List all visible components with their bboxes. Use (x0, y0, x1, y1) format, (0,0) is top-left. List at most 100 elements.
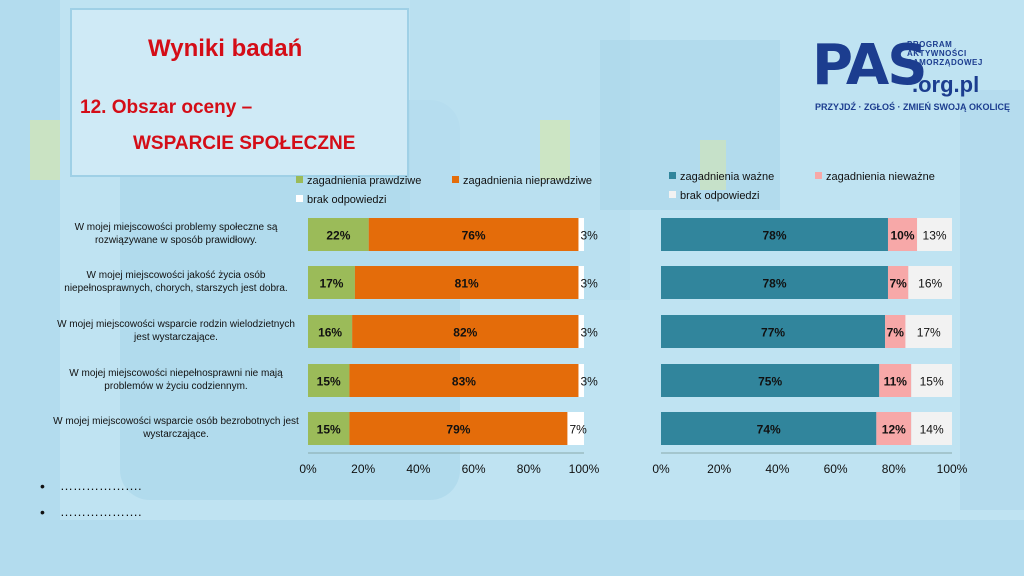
data-label: 81% (455, 277, 479, 291)
bar-segment (368, 218, 579, 251)
legend-label: zagadnienia ważne (680, 171, 774, 183)
bar-segment (349, 412, 568, 445)
bar-segment (661, 364, 880, 397)
x-tick-label: 80% (517, 462, 541, 476)
x-tick-label: 0% (652, 462, 670, 476)
category-label: wystarczające. (142, 429, 209, 440)
bar-segment (905, 315, 952, 348)
category-label: W mojej miejscowości problemy społeczne … (75, 222, 278, 233)
category-label: niepełnosprawnych, chorych, starszych je… (64, 283, 287, 294)
title-panel (70, 8, 409, 177)
bullet-text: ………………. (60, 504, 142, 519)
bar-segment (308, 364, 350, 397)
data-label: 3% (580, 326, 598, 340)
category-label: W mojej miejscowości jakość życia osób (87, 270, 266, 281)
logo-program-line3: SAMORZĄDOWEJ (907, 58, 983, 67)
data-label: 7% (887, 326, 905, 340)
slide-title: Wyniki badań (148, 35, 303, 62)
bullet-item: • ………………. (40, 478, 142, 504)
data-label: 11% (884, 375, 908, 389)
data-label: 17% (917, 326, 941, 340)
data-label: 77% (761, 326, 785, 340)
bar-segment (567, 412, 584, 445)
data-label: 7% (889, 277, 907, 291)
legend-label: zagadnienia nieważne (826, 171, 935, 183)
legend-swatch (296, 176, 303, 183)
data-label: 15% (920, 375, 944, 389)
slide-subtitle-line1: 12. Obszar oceny – (80, 97, 253, 118)
bar-segment (661, 412, 877, 445)
bar-segment (352, 315, 579, 348)
data-label: 78% (762, 229, 786, 243)
legend-label: zagadnienia nieprawdziwe (463, 175, 592, 187)
x-tick-label: 0% (299, 462, 317, 476)
bar-segment (308, 315, 353, 348)
category-label: W mojej miejscowości wsparcie osób bezro… (53, 416, 299, 427)
bar-segment (887, 266, 909, 299)
category-label: jest wystarczające. (133, 332, 218, 343)
bar-segment (308, 266, 355, 299)
bar-segment (578, 315, 584, 348)
data-label: 17% (319, 277, 343, 291)
bar-segment (661, 315, 886, 348)
x-tick-label: 40% (406, 462, 430, 476)
data-label: 78% (762, 277, 786, 291)
data-label: 3% (580, 229, 598, 243)
bar-segment (908, 266, 952, 299)
data-label: 16% (318, 326, 342, 340)
bar-segment (308, 412, 350, 445)
x-tick-label: 40% (765, 462, 789, 476)
data-label: 76% (462, 229, 486, 243)
logo-domain-text: .org.pl (912, 72, 980, 97)
data-label: 16% (918, 277, 942, 291)
bar-segment (661, 266, 888, 299)
slide-subtitle-line2: WSPARCIE SPOŁECZNE (133, 133, 356, 154)
bar-segment (917, 218, 952, 251)
category-label: W mojej miejscowości wsparcie rodzin wie… (57, 319, 295, 330)
data-label: 14% (920, 423, 944, 437)
bullet-item: • ………………. (40, 504, 142, 530)
bar-segment (911, 412, 952, 445)
bullet-dot-icon: • (40, 504, 45, 520)
logo-main-text: PAS (812, 33, 928, 98)
bar-segment (885, 315, 906, 348)
legend-label: zagadnienia prawdziwe (307, 175, 421, 187)
bar-segment (578, 364, 584, 397)
category-label: problemów w życiu codziennym. (104, 381, 247, 392)
data-label: 15% (317, 375, 341, 389)
category-label: rozwiązywane w sposób prawidłowy. (95, 235, 257, 246)
x-tick-label: 20% (351, 462, 375, 476)
bullet-list: • ………………. • ………………. (40, 478, 142, 530)
legend-label: brak odpowiedzi (680, 190, 760, 202)
bar-segment (879, 364, 912, 397)
data-label: 15% (317, 423, 341, 437)
category-label: W mojej miejscowości niepełnosprawni nie… (69, 368, 283, 379)
data-label: 3% (580, 277, 598, 291)
data-label: 83% (452, 375, 476, 389)
bar-segment (578, 218, 584, 251)
bar-segment (911, 364, 952, 397)
legend-swatch (669, 191, 676, 198)
data-label: 12% (882, 423, 906, 437)
x-tick-label: 80% (882, 462, 906, 476)
data-label: 3% (580, 375, 598, 389)
logo-program-text: PROGRAM AKTYWNOŚCI SAMORZĄDOWEJ (907, 40, 987, 67)
bar-segment (349, 364, 579, 397)
data-label: 7% (569, 423, 587, 437)
bar-segment (887, 218, 918, 251)
data-label: 13% (923, 229, 947, 243)
x-tick-label: 60% (462, 462, 486, 476)
logo-program-line2: AKTYWNOŚCI (907, 49, 967, 58)
legend-label: brak odpowiedzi (307, 194, 387, 206)
data-label: 79% (446, 423, 470, 437)
data-label: 10% (891, 229, 915, 243)
x-tick-label: 100% (937, 462, 968, 476)
bar-segment (661, 218, 888, 251)
bar-segment (308, 218, 369, 251)
data-label: 75% (758, 375, 782, 389)
x-tick-label: 60% (824, 462, 848, 476)
x-tick-label: 100% (569, 462, 600, 476)
logo-slogan: PRZYJDŹ · ZGŁOŚ · ZMIEŃ SWOJĄ OKOLICĘ (815, 102, 1011, 112)
bar-segment (876, 412, 912, 445)
